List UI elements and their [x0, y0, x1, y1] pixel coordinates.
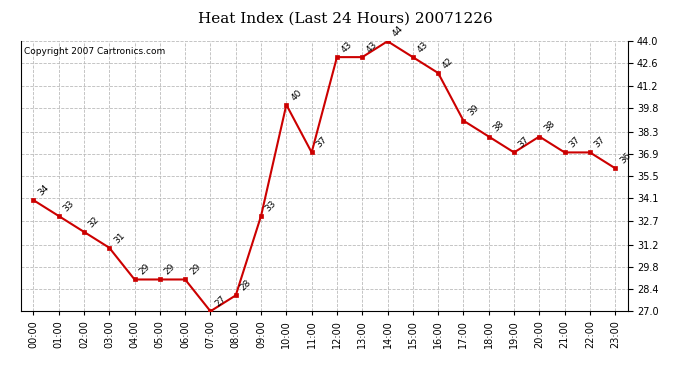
Text: 36: 36	[618, 151, 633, 165]
Text: 37: 37	[567, 135, 582, 150]
Text: 42: 42	[441, 56, 455, 70]
Text: 28: 28	[239, 278, 253, 292]
Text: 43: 43	[339, 40, 354, 54]
Text: 32: 32	[87, 214, 101, 229]
Text: 29: 29	[137, 262, 152, 277]
Text: 29: 29	[188, 262, 202, 277]
Text: 44: 44	[391, 24, 404, 39]
Text: 31: 31	[112, 231, 126, 245]
Text: 33: 33	[264, 199, 278, 213]
Text: Heat Index (Last 24 Hours) 20071226: Heat Index (Last 24 Hours) 20071226	[197, 11, 493, 25]
Text: 39: 39	[466, 104, 481, 118]
Text: 37: 37	[315, 135, 329, 150]
Text: 38: 38	[491, 119, 506, 134]
Text: 33: 33	[61, 199, 76, 213]
Text: 29: 29	[163, 262, 177, 277]
Text: 37: 37	[593, 135, 607, 150]
Text: 34: 34	[36, 183, 50, 197]
Text: 40: 40	[289, 88, 304, 102]
Text: 38: 38	[542, 119, 557, 134]
Text: 37: 37	[517, 135, 531, 150]
Text: 27: 27	[213, 294, 228, 309]
Text: Copyright 2007 Cartronics.com: Copyright 2007 Cartronics.com	[23, 46, 165, 56]
Text: 43: 43	[365, 40, 380, 54]
Text: 43: 43	[415, 40, 430, 54]
